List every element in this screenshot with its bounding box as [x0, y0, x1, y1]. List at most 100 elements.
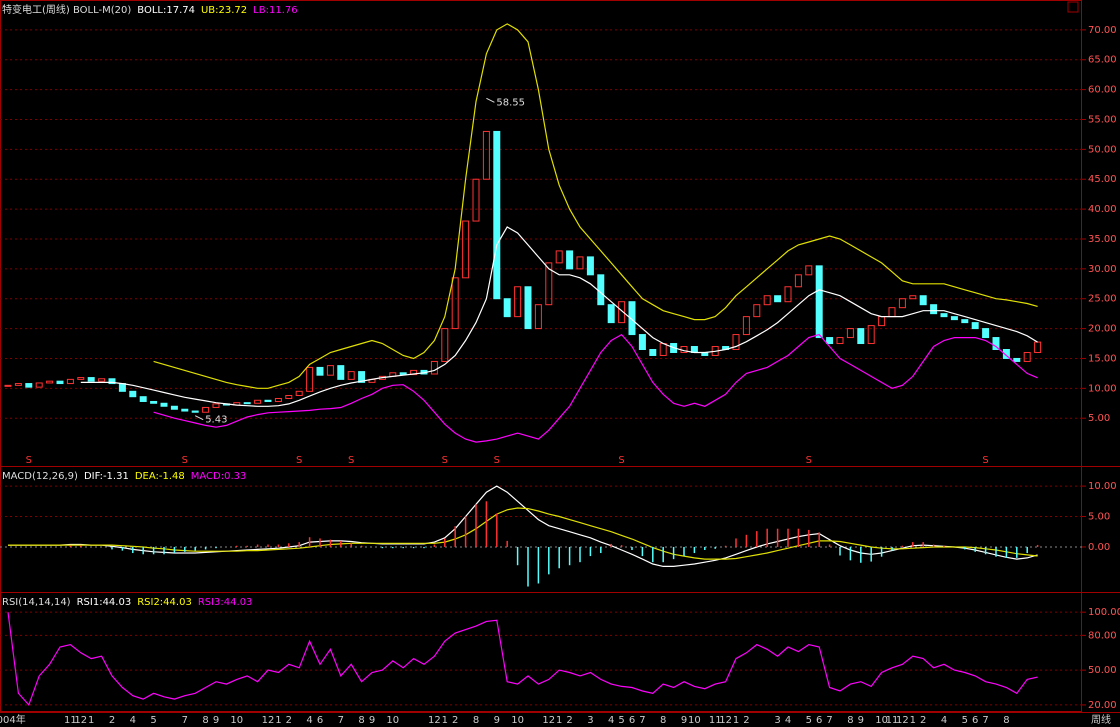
y-tick-label: 10.00 [1088, 481, 1117, 492]
x-tick-label: 6 [972, 715, 978, 726]
candle [992, 337, 1000, 350]
y-tick-label: 35.00 [1088, 234, 1117, 245]
candle [742, 316, 750, 336]
x-tick-label: 7 [338, 715, 344, 726]
x-tick-label: 1 [275, 715, 281, 726]
x-tick-label: 4 [306, 715, 312, 726]
y-tick-label: 10.00 [1088, 383, 1117, 394]
frame [0, 0, 1082, 712]
candle [846, 328, 854, 339]
y-tick-label: 5.00 [1088, 413, 1110, 424]
candle [836, 337, 844, 345]
candle [35, 382, 43, 388]
candle [732, 334, 740, 351]
annotation-arrow [194, 415, 204, 421]
candle [202, 406, 210, 413]
candle [805, 265, 813, 276]
y-tick-label: 50.00 [1088, 144, 1117, 155]
x-tick-label: 2 [743, 715, 749, 726]
candle [618, 301, 626, 324]
y-tick-label: 55.00 [1088, 114, 1117, 125]
candle [66, 378, 74, 385]
legend-entry: UB:23.72 [201, 5, 247, 16]
y-tick-label: 0.00 [1088, 542, 1110, 553]
x-tick-label: 10 [511, 715, 524, 726]
x-tick-label: 12 [719, 715, 732, 726]
signal-marker: S [494, 455, 500, 466]
x-tick-label: 8 [660, 715, 666, 726]
legend-entry: DIF:-1.31 [84, 471, 129, 482]
candle [940, 313, 948, 318]
candle [794, 274, 802, 288]
candle [555, 250, 563, 264]
candle [4, 384, 12, 387]
y-tick-label: 20.00 [1088, 324, 1117, 335]
candle [451, 277, 459, 330]
candle [191, 410, 199, 413]
candle [472, 178, 480, 222]
annotation-label: 58.55 [496, 97, 525, 108]
x-tick-label: 7 [182, 715, 188, 726]
candle [56, 380, 64, 385]
y-tick-label: 25.00 [1088, 294, 1117, 305]
x-tick-label: 9 [681, 715, 687, 726]
legend-entry: LB:11.76 [253, 5, 297, 16]
candle [826, 337, 834, 345]
candle [638, 334, 646, 351]
y-tick-label: 30.00 [1088, 264, 1117, 275]
x-tick-label: 2 [566, 715, 572, 726]
series-line [8, 485, 1038, 567]
candle [98, 378, 106, 382]
x-tick-label: 10 [875, 715, 888, 726]
y-tick-label: 60.00 [1088, 85, 1117, 96]
candle [274, 397, 282, 402]
x-tick-label: 12 [262, 715, 275, 726]
candle [399, 372, 407, 376]
y-tick-label: 15.00 [1088, 353, 1117, 364]
panel-title: RSI(14,14,14) [2, 597, 71, 608]
x-tick-label: 5 [150, 715, 156, 726]
candle [118, 383, 126, 392]
candle [566, 250, 574, 270]
signal-marker: S [348, 455, 354, 466]
candle [971, 322, 979, 330]
x-tick-label: 1 [733, 715, 739, 726]
candle [441, 328, 449, 362]
candle [462, 220, 470, 279]
candle [482, 130, 490, 180]
x-tick-label: 12 [542, 715, 555, 726]
x-tick-label: 4 [941, 715, 947, 726]
x-tick-label: 11 [886, 715, 899, 726]
candle [108, 378, 116, 385]
annotation-arrow [486, 97, 495, 103]
candle [181, 408, 189, 412]
signal-marker: S [296, 455, 302, 466]
x-tick-label: 2 [286, 715, 292, 726]
candle [514, 286, 522, 318]
candle [815, 265, 823, 339]
y-tick-label: 80.00 [1088, 630, 1117, 641]
x-tick-label: 2 [452, 715, 458, 726]
panel-title: MACD(12,26,9) [2, 471, 78, 482]
x-tick-label: 7 [639, 715, 645, 726]
candle [649, 349, 657, 356]
x-tick-label: 8 [847, 715, 853, 726]
x-tick-label: 6 [317, 715, 323, 726]
candle [170, 405, 178, 410]
x-tick-label: 2 [109, 715, 115, 726]
x-tick-label: 8 [1003, 715, 1009, 726]
candle [212, 403, 220, 408]
x-tick-label: 1 [88, 715, 94, 726]
x-tick-label: 9 [213, 715, 219, 726]
y-tick-label: 40.00 [1088, 204, 1117, 215]
candle [87, 377, 95, 382]
candle [909, 295, 917, 300]
y-tick-label: 100.00 [1088, 607, 1120, 618]
candle [586, 256, 594, 276]
corner-box[interactable] [1067, 1, 1079, 13]
candle [160, 402, 168, 407]
y-tick-label: 20.00 [1088, 700, 1117, 711]
signal-marker: S [26, 455, 32, 466]
